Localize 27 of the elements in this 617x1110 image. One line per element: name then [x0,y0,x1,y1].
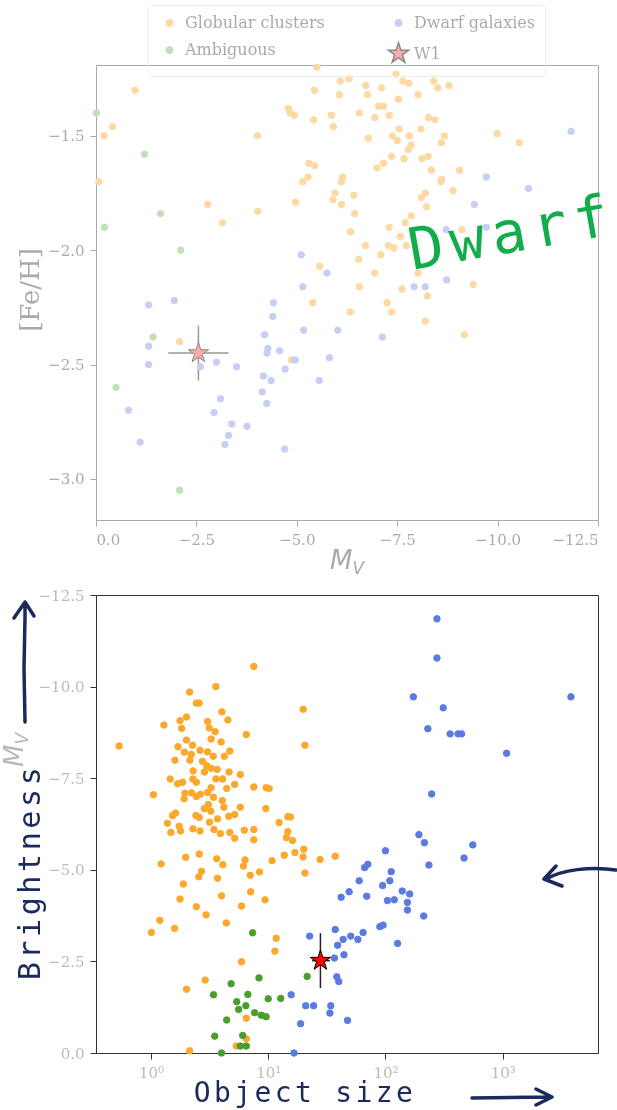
y-tick-label: −10.0 [38,678,85,697]
x-tick-label: −7.5 [379,530,416,549]
x-tick-label: −5.0 [279,530,316,549]
legend-label: Dwarf galaxies [414,13,535,32]
legend-label: Globular clusters [185,13,325,32]
y-tick-label: 0.0 [60,1044,85,1063]
y-axis-title: [Fe/H] [15,248,45,332]
y-tick-label: −1.5 [48,127,85,146]
x-axis-title: M$_{V}$ [330,545,364,579]
x-tick-label: 0.0 [96,530,121,549]
y-tick-label: −2.5 [48,952,85,971]
x-tick-label: 10² [373,1063,399,1082]
y-tick-label: −12.5 [38,586,85,605]
x-tick-label: −2.5 [178,530,216,549]
x-tick-label: 10¹ [256,1063,282,1082]
y-tick-label: −3.0 [48,470,85,489]
legend-label: W1 [414,43,441,63]
y-tick-label: −2.0 [48,241,85,260]
x-tick-label: 10⁰ [138,1063,164,1082]
legend-label: Ambiguous [184,40,276,59]
x-tick-label: −12.5 [552,530,599,549]
x-tick-label: 10³ [490,1063,516,1082]
x-tick-label: −10.0 [475,530,522,549]
y-tick-label: −7.5 [48,769,85,788]
annotation: Dwarf [402,180,617,284]
y-tick-label: −2.5 [48,356,85,375]
y-tick-label: −5.0 [48,861,85,880]
